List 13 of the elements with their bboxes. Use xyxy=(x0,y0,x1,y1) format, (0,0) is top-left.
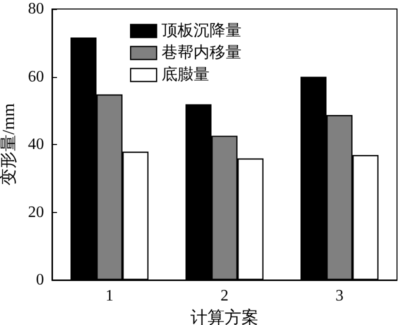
x-tick-label: 3 xyxy=(336,288,344,304)
legend-label: 顶板沉降量 xyxy=(162,22,242,40)
x-axis-title: 计算方案 xyxy=(190,308,258,325)
y-tick-label: 40 xyxy=(28,136,44,153)
y-tick-label: 20 xyxy=(28,204,44,221)
x-tick-label: 1 xyxy=(106,288,114,304)
y-tick-label: 0 xyxy=(36,272,44,288)
y-tick-label: 60 xyxy=(28,68,44,86)
legend-label: 巷帮内移量 xyxy=(162,44,242,62)
y-tick-label: 80 xyxy=(28,0,44,18)
x-tick-label: 2 xyxy=(220,288,228,304)
legend-label: 底臌量 xyxy=(162,66,210,84)
y-axis-title: 变形量/mm xyxy=(0,103,18,186)
